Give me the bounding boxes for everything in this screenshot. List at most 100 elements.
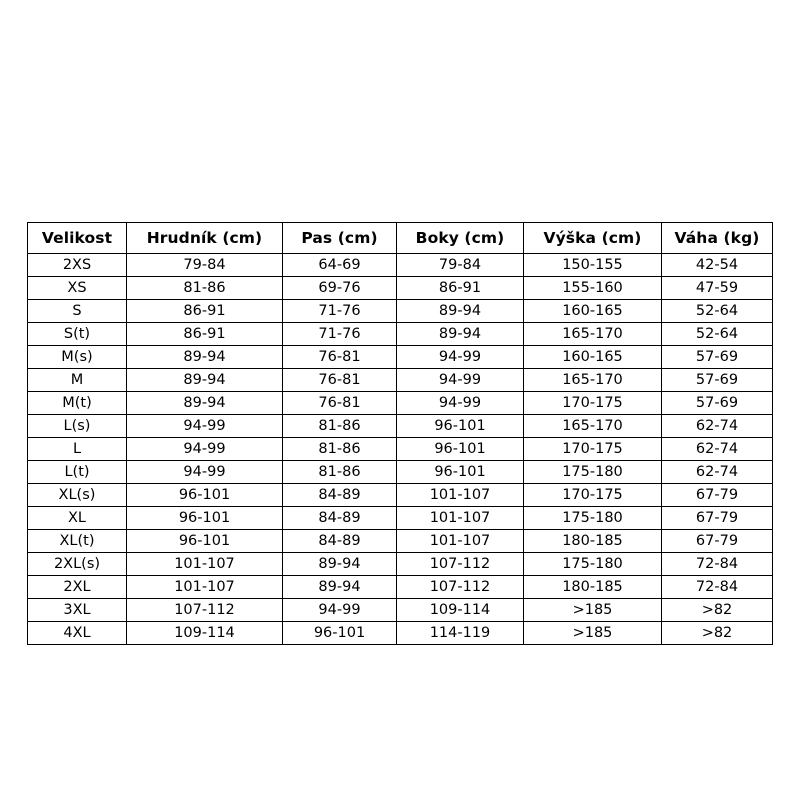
table-row: M(t) 89-94 76-81 94-99 170-175 57-69 [27,391,773,415]
table-row: L 94-99 81-86 96-101 170-175 62-74 [27,437,773,461]
cell-hips: 96-101 [396,437,524,461]
cell-chest: 101-107 [126,552,283,576]
cell-waist: 81-86 [282,414,397,438]
cell-waist: 71-76 [282,299,397,323]
cell-weight: 72-84 [661,552,773,576]
cell-hips: 94-99 [396,368,524,392]
cell-hips: 101-107 [396,506,524,530]
cell-hips: 89-94 [396,299,524,323]
cell-size: M(t) [27,391,127,415]
cell-height: 175-180 [523,460,662,484]
cell-height: 155-160 [523,276,662,300]
cell-size: 4XL [27,621,127,645]
table-row: XL(s) 96-101 84-89 101-107 170-175 67-79 [27,483,773,507]
cell-chest: 101-107 [126,575,283,599]
cell-chest: 94-99 [126,414,283,438]
cell-size: S [27,299,127,323]
table-row: XL 96-101 84-89 101-107 175-180 67-79 [27,506,773,530]
cell-height: 170-175 [523,437,662,461]
cell-weight: 47-59 [661,276,773,300]
cell-weight: 62-74 [661,460,773,484]
size-chart-table: Velikost Hrudník (cm) Pas (cm) Boky (cm)… [27,222,773,645]
cell-hips: 79-84 [396,253,524,277]
cell-weight: 57-69 [661,368,773,392]
table-row: M(s) 89-94 76-81 94-99 160-165 57-69 [27,345,773,369]
cell-weight: 62-74 [661,437,773,461]
cell-size: 3XL [27,598,127,622]
cell-size: L [27,437,127,461]
cell-hips: 86-91 [396,276,524,300]
cell-waist: 76-81 [282,391,397,415]
cell-chest: 96-101 [126,483,283,507]
table-row: 2XL(s) 101-107 89-94 107-112 175-180 72-84 [27,552,773,576]
table-row: S 86-91 71-76 89-94 160-165 52-64 [27,299,773,323]
cell-size: L(t) [27,460,127,484]
cell-weight: >82 [661,621,773,645]
cell-hips: 109-114 [396,598,524,622]
size-chart-container: Velikost Hrudník (cm) Pas (cm) Boky (cm)… [27,222,773,645]
cell-hips: 89-94 [396,322,524,346]
cell-hips: 101-107 [396,529,524,553]
table-row: XS 81-86 69-76 86-91 155-160 47-59 [27,276,773,300]
cell-weight: 57-69 [661,345,773,369]
cell-chest: 94-99 [126,460,283,484]
cell-chest: 79-84 [126,253,283,277]
cell-chest: 96-101 [126,529,283,553]
cell-chest: 86-91 [126,299,283,323]
column-header-pas: Pas (cm) [282,222,397,254]
cell-waist: 84-89 [282,506,397,530]
cell-size: S(t) [27,322,127,346]
cell-chest: 96-101 [126,506,283,530]
cell-hips: 96-101 [396,414,524,438]
cell-chest: 109-114 [126,621,283,645]
cell-waist: 96-101 [282,621,397,645]
column-header-vaha: Váha (kg) [661,222,773,254]
table-row: 3XL 107-112 94-99 109-114 >185 >82 [27,598,773,622]
column-header-boky: Boky (cm) [396,222,524,254]
cell-chest: 89-94 [126,345,283,369]
cell-height: 180-185 [523,529,662,553]
cell-chest: 89-94 [126,391,283,415]
cell-height: 150-155 [523,253,662,277]
cell-height: 165-170 [523,414,662,438]
cell-weight: 52-64 [661,299,773,323]
table-row: M 89-94 76-81 94-99 165-170 57-69 [27,368,773,392]
table-row: L(t) 94-99 81-86 96-101 175-180 62-74 [27,460,773,484]
cell-height: 175-180 [523,506,662,530]
cell-chest: 94-99 [126,437,283,461]
column-header-vyska: Výška (cm) [523,222,662,254]
cell-size: XS [27,276,127,300]
cell-size: 2XL [27,575,127,599]
cell-hips: 101-107 [396,483,524,507]
table-row: XL(t) 96-101 84-89 101-107 180-185 67-79 [27,529,773,553]
cell-size: 2XS [27,253,127,277]
cell-height: 175-180 [523,552,662,576]
cell-weight: 67-79 [661,506,773,530]
cell-size: XL [27,506,127,530]
cell-hips: 94-99 [396,345,524,369]
cell-hips: 107-112 [396,552,524,576]
cell-chest: 81-86 [126,276,283,300]
cell-height: 180-185 [523,575,662,599]
cell-waist: 81-86 [282,437,397,461]
cell-waist: 76-81 [282,345,397,369]
cell-weight: 62-74 [661,414,773,438]
cell-weight: 52-64 [661,322,773,346]
cell-waist: 84-89 [282,529,397,553]
cell-height: 165-170 [523,368,662,392]
cell-weight: 42-54 [661,253,773,277]
cell-weight: 67-79 [661,483,773,507]
cell-size: M [27,368,127,392]
cell-height: 170-175 [523,483,662,507]
cell-size: XL(t) [27,529,127,553]
cell-height: 160-165 [523,299,662,323]
cell-waist: 89-94 [282,575,397,599]
table-header: Velikost Hrudník (cm) Pas (cm) Boky (cm)… [27,222,773,254]
table-row: S(t) 86-91 71-76 89-94 165-170 52-64 [27,322,773,346]
cell-waist: 76-81 [282,368,397,392]
cell-size: L(s) [27,414,127,438]
cell-height: >185 [523,621,662,645]
cell-size: 2XL(s) [27,552,127,576]
table-row: 2XS 79-84 64-69 79-84 150-155 42-54 [27,253,773,277]
